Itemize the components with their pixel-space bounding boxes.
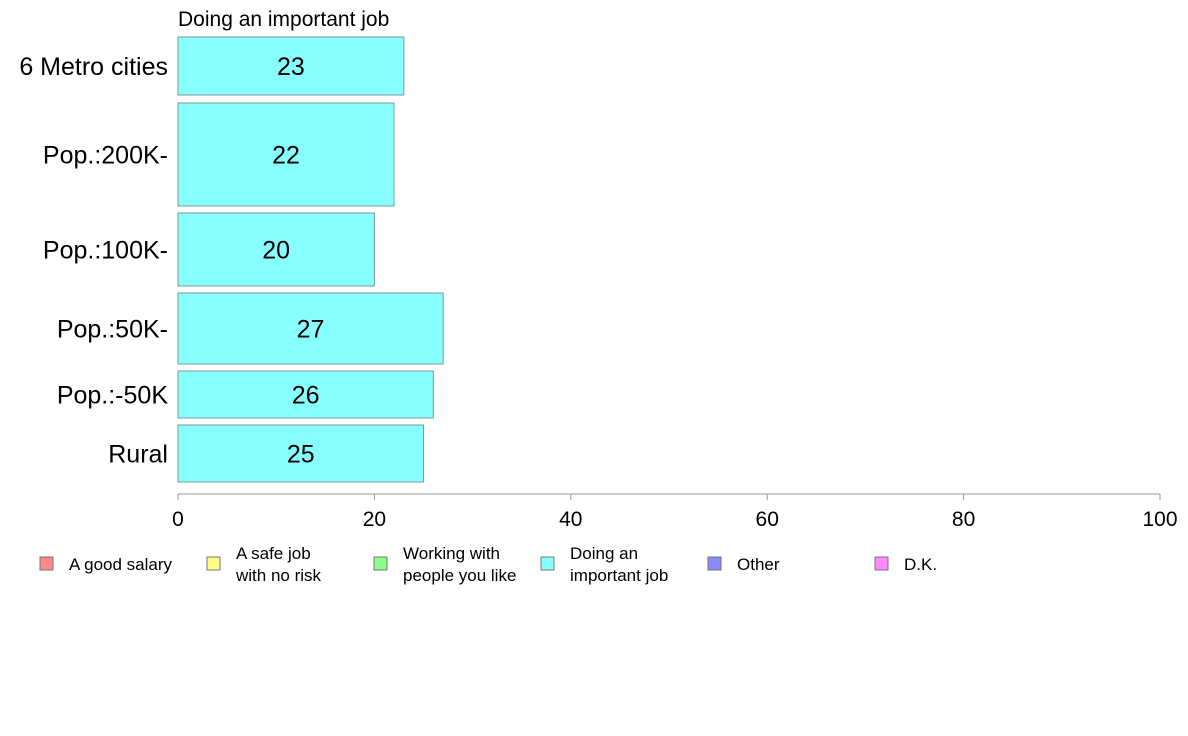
bar (177, 424, 424, 483)
category-label: Pop.:50K- (57, 316, 168, 344)
category-label: Rural (108, 441, 168, 469)
x-tick-label: 40 (559, 508, 582, 531)
x-tick-label: 20 (363, 508, 386, 531)
legend: A good salary A safe job with no risk Worki… (39, 544, 937, 585)
bar-value-label: 22 (272, 142, 300, 170)
legend-item: A safe job with no risk (206, 544, 322, 585)
legend-item: Doing an important job (540, 544, 668, 585)
bar (177, 370, 434, 419)
legend-swatch (707, 556, 722, 571)
bar (177, 36, 405, 96)
legend-swatch (373, 556, 388, 571)
x-axis: 0 20 40 60 80 100 (172, 493, 1178, 531)
legend-swatch (206, 556, 221, 571)
bar (177, 212, 375, 287)
bar (177, 102, 395, 207)
bar-value-label: 26 (292, 382, 320, 410)
chart-title: Doing an important job (178, 8, 389, 31)
bar-value-label: 27 (297, 316, 325, 344)
category-label: Pop.:-50K (57, 382, 169, 410)
legend-swatch (540, 556, 555, 571)
legend-item: Working with people you like (373, 544, 516, 585)
bar-value-label: 25 (287, 441, 315, 469)
legend-label: A good salary (69, 555, 173, 574)
legend-label: A safe job with no risk (235, 544, 322, 585)
legend-label: Working with people you like (403, 544, 516, 585)
x-tick-label: 80 (952, 508, 975, 531)
legend-label: D.K. (904, 555, 937, 574)
bars-layer: 23 6 Metro cities 22 Pop.:200K- 20 Pop.:100K-… (19, 36, 444, 483)
legend-label: Doing an important job (570, 544, 668, 585)
x-tick-label: 60 (756, 508, 779, 531)
category-label: Pop.:100K- (43, 237, 168, 265)
category-label: 6 Metro cities (19, 53, 168, 81)
category-label: Pop.:200K- (43, 142, 168, 170)
x-tick-label: 100 (1142, 508, 1177, 531)
x-tick-label: 0 (172, 508, 184, 531)
legend-item: D.K. (874, 555, 937, 574)
legend-label: Other (737, 555, 780, 574)
bar (177, 292, 444, 365)
legend-swatch (874, 556, 889, 571)
legend-item: A good salary (39, 555, 173, 574)
legend-swatch (39, 556, 54, 571)
bar-value-label: 23 (277, 53, 305, 81)
legend-item: Other (707, 555, 780, 574)
bar-value-label: 20 (262, 237, 290, 265)
